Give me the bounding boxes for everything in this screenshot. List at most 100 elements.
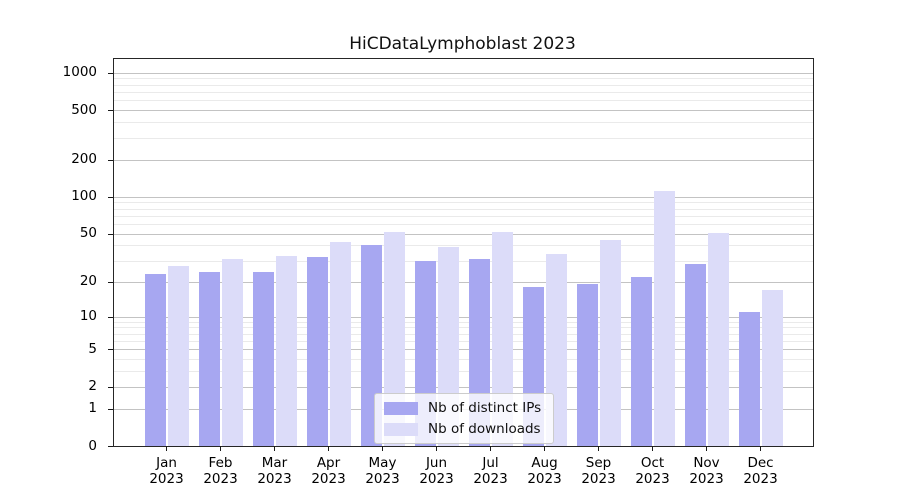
gridline-major-500 bbox=[114, 110, 813, 112]
x-tick-mark-oct bbox=[652, 446, 653, 451]
x-tick-mark-jul bbox=[490, 446, 491, 451]
gridline-minor-40 bbox=[114, 245, 813, 247]
bar-downloads-jul bbox=[491, 231, 513, 446]
gridline-major-100 bbox=[114, 196, 813, 198]
bar-distinct-ips-oct bbox=[630, 276, 652, 446]
gridline-major-10 bbox=[114, 316, 813, 318]
y-tick-mark-100 bbox=[108, 196, 113, 198]
bar-distinct-ips-mar bbox=[252, 272, 274, 446]
y-tick-label-10: 10 bbox=[79, 308, 97, 324]
bar-distinct-ips-feb bbox=[198, 272, 220, 446]
x-tick-label-apr: Apr 2023 bbox=[311, 455, 346, 487]
legend-label-downloads: Nb of downloads bbox=[428, 421, 541, 437]
y-tick-label-1000: 1000 bbox=[62, 64, 97, 81]
gridline-minor-300 bbox=[114, 137, 813, 139]
x-tick-label-sep: Sep 2023 bbox=[581, 455, 616, 487]
x-tick-label-dec: Dec 2023 bbox=[743, 455, 778, 487]
bar-distinct-ips-apr bbox=[306, 257, 328, 446]
x-tick-mark-aug bbox=[544, 446, 545, 451]
bar-downloads-dec bbox=[761, 289, 783, 446]
x-tick-mark-feb bbox=[220, 446, 221, 451]
gridline-minor-700 bbox=[114, 92, 813, 93]
bar-distinct-ips-dec bbox=[738, 311, 760, 446]
y-tick-mark-10 bbox=[108, 316, 113, 318]
gridline-minor-8 bbox=[114, 327, 813, 329]
gridline-major-2 bbox=[114, 386, 813, 388]
x-tick-label-feb: Feb 2023 bbox=[203, 455, 238, 487]
x-tick-mark-jun bbox=[436, 446, 437, 451]
y-tick-label-20: 20 bbox=[79, 273, 97, 289]
bar-downloads-oct bbox=[653, 190, 675, 446]
x-tick-label-jan: Jan 2023 bbox=[149, 455, 184, 487]
gridline-minor-800 bbox=[114, 84, 813, 86]
chart-title: HiCDataLymphoblast 2023 bbox=[349, 34, 576, 54]
bar-downloads-jan bbox=[167, 266, 189, 446]
y-tick-label-500: 500 bbox=[71, 101, 97, 118]
y-tick-label-2: 2 bbox=[88, 378, 97, 395]
y-tick-label-0: 0 bbox=[88, 437, 97, 454]
legend: Nb of distinct IPs Nb of downloads bbox=[374, 393, 555, 444]
bar-downloads-sep bbox=[599, 240, 621, 446]
gridline-minor-70 bbox=[114, 215, 813, 217]
y-tick-mark-50 bbox=[108, 233, 113, 235]
gridline-minor-600 bbox=[114, 100, 813, 102]
bar-downloads-nov bbox=[707, 232, 729, 446]
gridline-minor-9 bbox=[114, 321, 813, 323]
x-tick-mark-dec bbox=[760, 446, 761, 451]
bar-distinct-ips-nov bbox=[684, 264, 706, 446]
x-tick-mark-may bbox=[382, 446, 383, 451]
gridline-minor-60 bbox=[114, 223, 813, 225]
y-tick-mark-500 bbox=[108, 110, 113, 112]
y-tick-mark-1 bbox=[108, 408, 113, 410]
gridline-major-5 bbox=[114, 349, 813, 351]
y-tick-label-50: 50 bbox=[79, 225, 97, 242]
gridline-minor-4 bbox=[114, 359, 813, 360]
x-tick-mark-jan bbox=[166, 446, 167, 451]
gridline-minor-3 bbox=[114, 371, 813, 373]
y-tick-mark-2 bbox=[108, 386, 113, 388]
x-tick-mark-mar bbox=[274, 446, 275, 451]
bar-distinct-ips-sep bbox=[576, 284, 598, 446]
x-tick-label-jul: Jul 2023 bbox=[473, 455, 508, 487]
y-tick-label-5: 5 bbox=[88, 340, 97, 357]
y-tick-label-1: 1 bbox=[88, 400, 97, 417]
gridline-major-20 bbox=[114, 281, 813, 283]
x-tick-mark-apr bbox=[328, 446, 329, 451]
y-tick-mark-200 bbox=[108, 159, 113, 161]
x-tick-mark-nov bbox=[706, 446, 707, 451]
y-tick-label-100: 100 bbox=[71, 188, 97, 205]
gridline-major-200 bbox=[114, 159, 813, 161]
gridline-minor-7 bbox=[114, 333, 813, 335]
bar-downloads-apr bbox=[329, 241, 351, 446]
x-tick-mark-sep bbox=[598, 446, 599, 451]
legend-swatch-downloads bbox=[384, 422, 418, 436]
gridline-minor-80 bbox=[114, 208, 813, 210]
gridline-major-1000 bbox=[114, 72, 813, 74]
gridline-minor-6 bbox=[114, 340, 813, 342]
bar-downloads-feb bbox=[221, 258, 243, 446]
gridline-minor-400 bbox=[114, 122, 813, 124]
gridline-minor-90 bbox=[114, 202, 813, 204]
bar-distinct-ips-jan bbox=[144, 274, 166, 446]
y-tick-mark-1000 bbox=[108, 72, 113, 74]
plot-area: 0 1 2 5 10 20 50 100 200 500 1000 Jan 2023 Feb 2023 M… bbox=[63, 58, 814, 487]
gridline-major-50 bbox=[114, 233, 813, 235]
legend-entry-distinct-ips: Nb of distinct IPs bbox=[384, 400, 541, 416]
legend-label-distinct-ips: Nb of distinct IPs bbox=[428, 400, 542, 416]
y-tick-mark-20 bbox=[108, 281, 113, 283]
x-tick-label-oct: Oct 2023 bbox=[635, 455, 670, 487]
gridline-minor-900 bbox=[114, 78, 813, 80]
gridline-minor-30 bbox=[114, 260, 813, 262]
y-tick-mark-5 bbox=[108, 349, 113, 351]
x-tick-label-mar: Mar 2023 bbox=[257, 455, 292, 487]
legend-entry-downloads: Nb of downloads bbox=[384, 421, 541, 437]
x-tick-label-jun: Jun 2023 bbox=[419, 455, 454, 487]
bar-downloads-may bbox=[383, 231, 405, 446]
bar-downloads-mar bbox=[275, 255, 297, 446]
y-tick-label-200: 200 bbox=[71, 151, 97, 167]
x-tick-label-aug: Aug 2023 bbox=[527, 455, 562, 487]
y-tick-mark-0 bbox=[108, 446, 113, 447]
x-tick-label-may: May 2023 bbox=[365, 455, 400, 487]
x-tick-label-nov: Nov 2023 bbox=[689, 455, 724, 487]
